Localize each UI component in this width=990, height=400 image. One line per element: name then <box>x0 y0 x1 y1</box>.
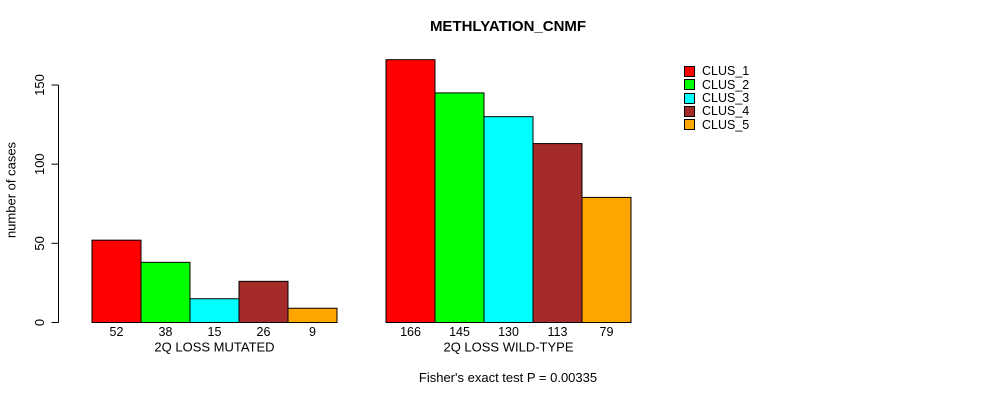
legend-label: CLUS_4 <box>702 104 750 119</box>
bar-clus_1-group1 <box>91 239 142 323</box>
legend-swatch-clus_4 <box>684 106 695 118</box>
bar-value-label: 113 <box>548 325 568 339</box>
y-axis-tick-label: 50 <box>32 236 47 250</box>
bar-clus_2-group2 <box>434 92 485 324</box>
bar-value-label: 15 <box>208 325 222 339</box>
fisher-test-subtitle: Fisher's exact test P = 0.00335 <box>418 370 598 385</box>
bar-value-label: 166 <box>400 325 421 339</box>
legend-swatch-clus_2 <box>684 79 695 91</box>
bar-value-label: 130 <box>498 325 519 339</box>
bar-value-label: 9 <box>309 325 316 339</box>
bar-clus_4-group1 <box>238 280 289 323</box>
bar-value-label: 38 <box>159 325 173 339</box>
legend-swatch-clus_5 <box>684 119 695 131</box>
legend: CLUS_1 CLUS_2 CLUS_3 CLUS_4 CLUS_5 <box>684 65 749 131</box>
legend-item-clus_5: CLUS_5 <box>684 118 749 131</box>
bar-clus_1-group2 <box>385 59 436 323</box>
y-axis-tick-label: 100 <box>32 153 47 175</box>
legend-label: CLUS_2 <box>702 77 750 92</box>
group-label-1: 2Q LOSS MUTATED <box>154 340 274 355</box>
bar-clus_3-group2 <box>483 116 534 323</box>
bar-clus_5-group2 <box>581 196 632 323</box>
legend-item-clus_4: CLUS_4 <box>684 105 749 118</box>
legend-label: CLUS_5 <box>702 117 750 132</box>
bar-value-label: 26 <box>257 325 271 339</box>
bar-value-label: 145 <box>449 325 470 339</box>
y-axis-tick-label: 150 <box>32 74 47 96</box>
bar-clus_5-group1 <box>287 307 338 324</box>
legend-swatch-clus_1 <box>684 66 695 78</box>
legend-label: CLUS_1 <box>702 64 750 79</box>
bar-value-label: 79 <box>600 325 614 339</box>
bar-clus_4-group2 <box>532 143 583 323</box>
legend-item-clus_2: CLUS_2 <box>684 78 749 91</box>
bar-value-label: 52 <box>110 325 124 339</box>
group-label-2: 2Q LOSS WILD-TYPE <box>443 340 573 355</box>
legend-item-clus_1: CLUS_1 <box>684 65 749 78</box>
legend-label: CLUS_3 <box>702 90 750 105</box>
bar-clus_3-group1 <box>189 298 240 323</box>
legend-swatch-clus_3 <box>684 92 695 104</box>
chart-title: METHLYATION_CNMF <box>429 18 587 35</box>
y-axis-tick-label: 0 <box>32 319 47 326</box>
legend-item-clus_3: CLUS_3 <box>684 92 749 105</box>
bar-clus_2-group1 <box>140 261 191 323</box>
